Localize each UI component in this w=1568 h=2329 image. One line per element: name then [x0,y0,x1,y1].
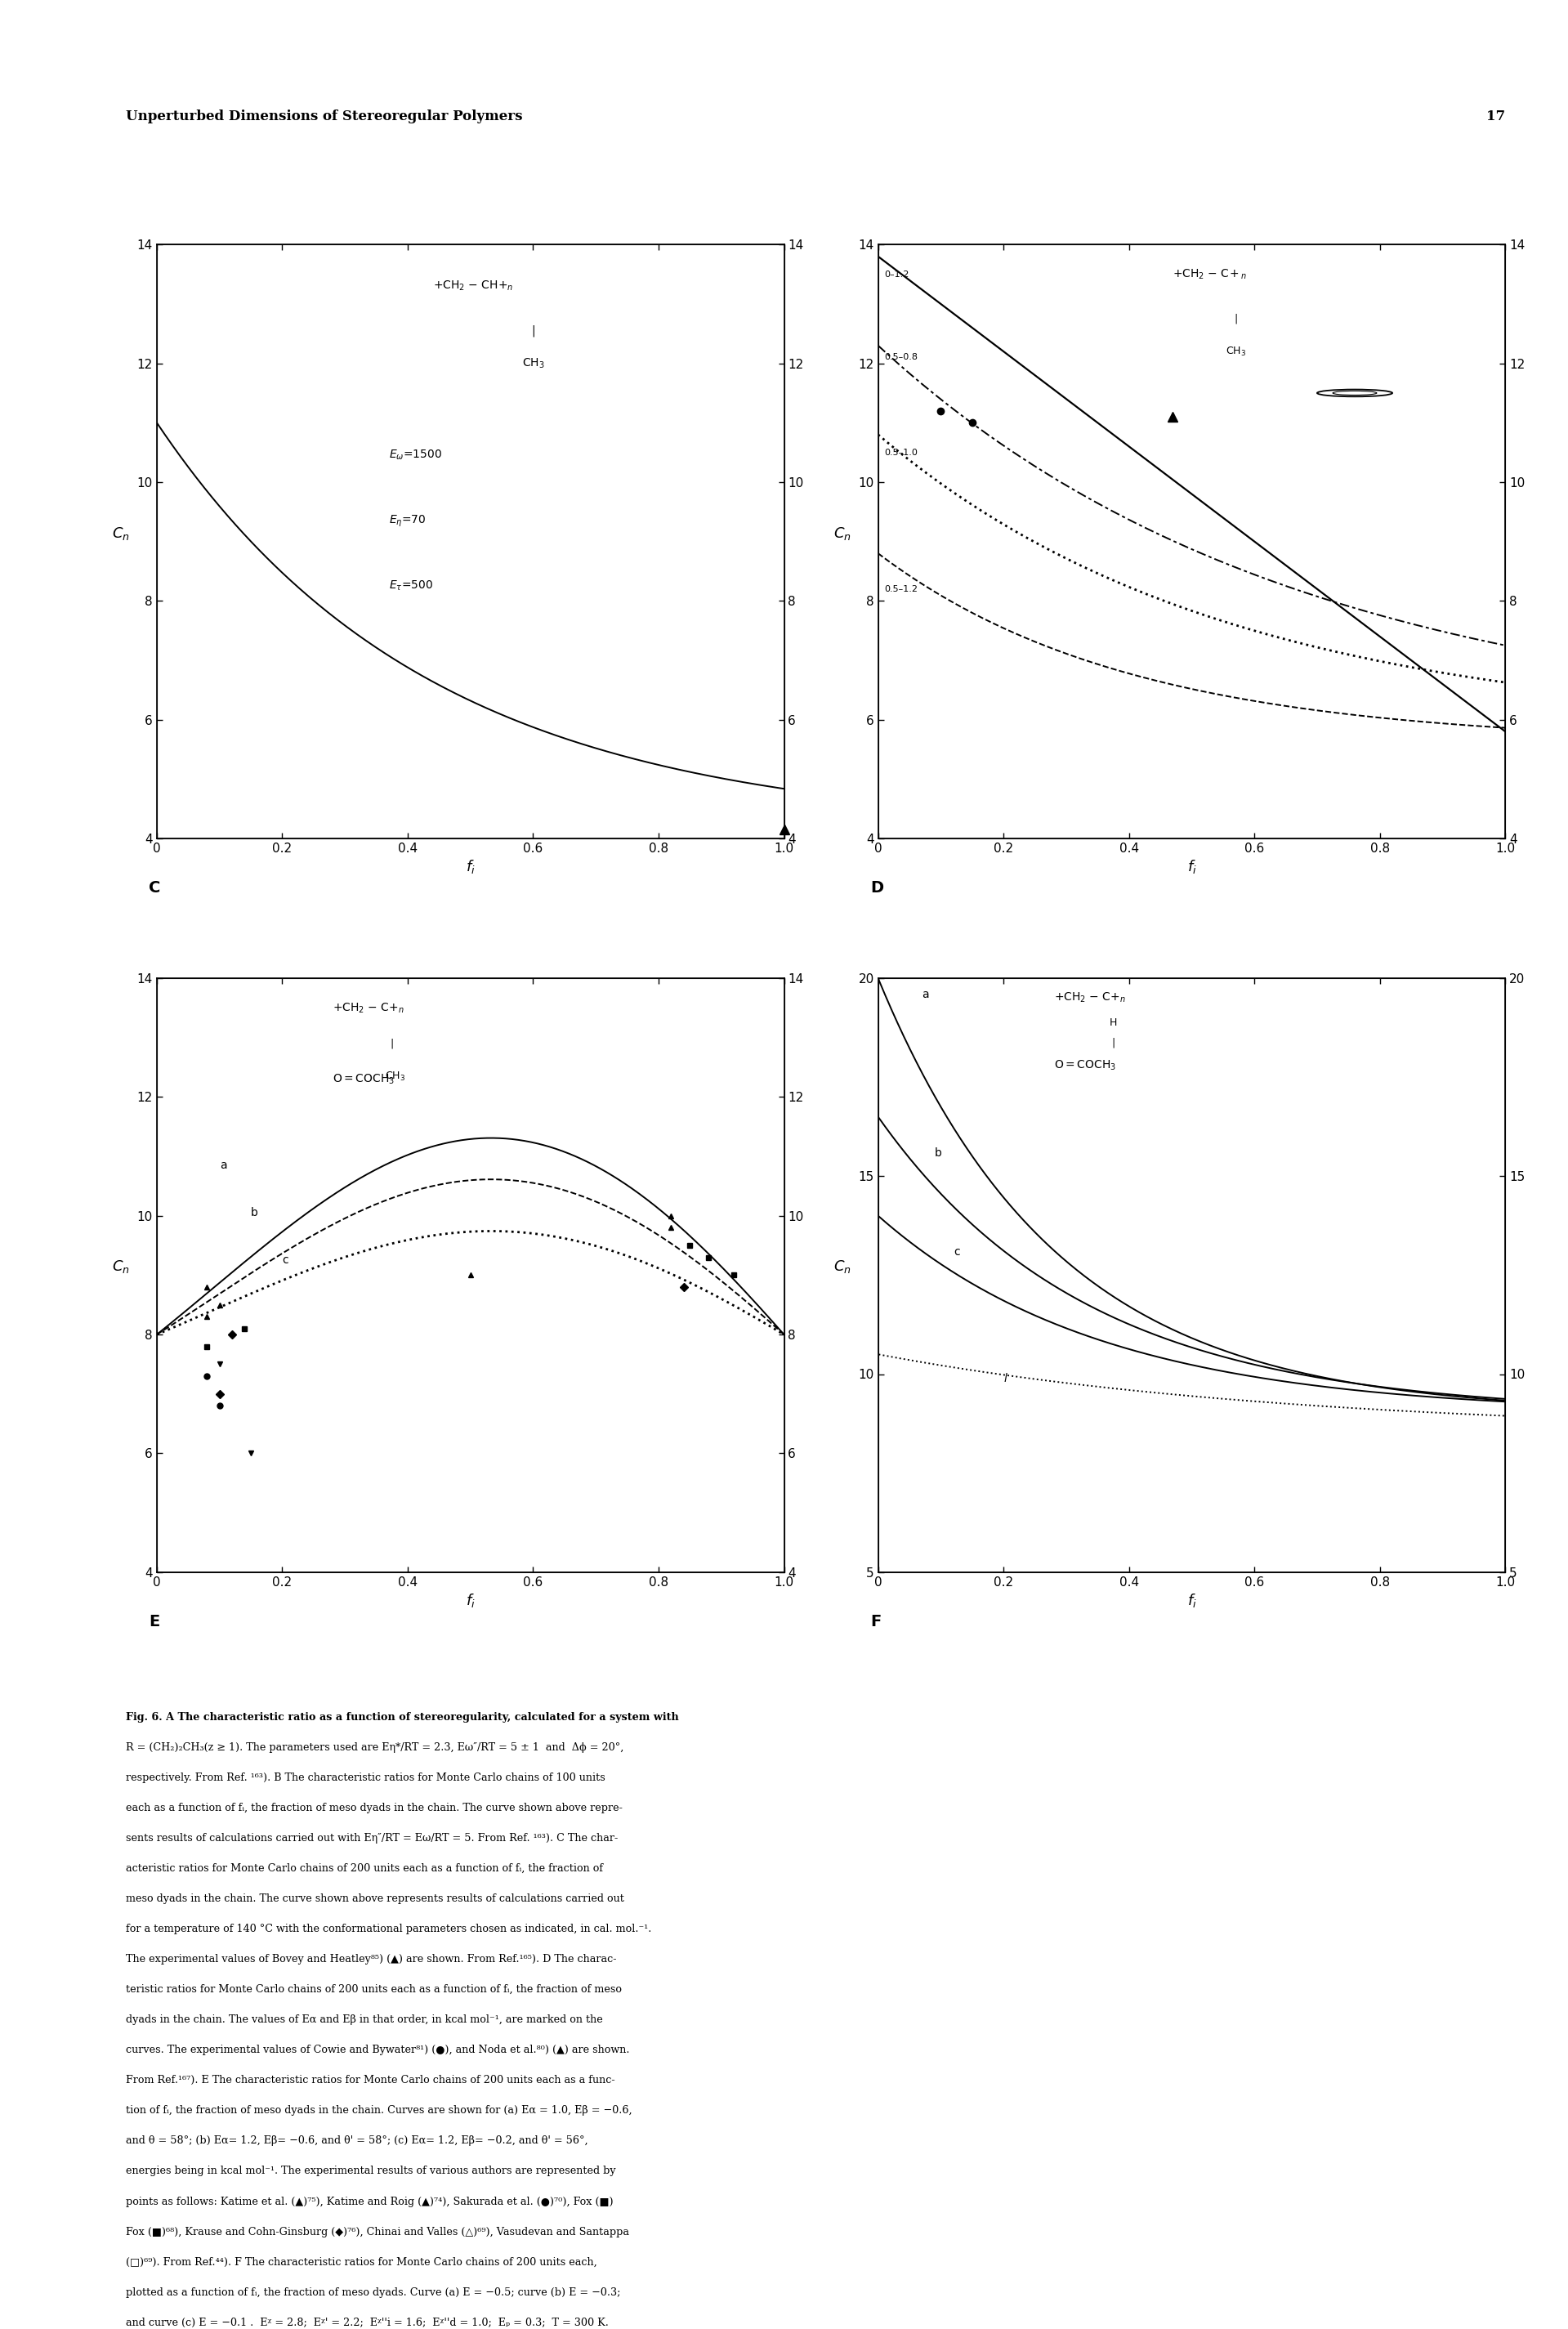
X-axis label: $f_i$: $f_i$ [1187,1591,1196,1609]
Text: Unperturbed Dimensions of Stereoregular Polymers: Unperturbed Dimensions of Stereoregular … [125,109,522,123]
Text: and θ = 58°; (b) Eα= 1.2, Eβ= −0.6, and θ' = 58°; (c) Eα= 1.2, Eβ= −0.2, and θ' : and θ = 58°; (b) Eα= 1.2, Eβ= −0.6, and … [125,2136,588,2147]
Text: O$=$COCH$_3$: O$=$COCH$_3$ [332,1071,395,1085]
Text: |: | [1112,1036,1115,1048]
Text: plotted as a function of fᵢ, the fraction of meso dyads. Curve (a) E = −0.5; cur: plotted as a function of fᵢ, the fractio… [125,2287,619,2299]
Text: c: c [953,1246,960,1258]
Text: The experimental values of Bovey and Heatley⁸⁵) (▲) are shown. From Ref.¹⁶⁵). D : The experimental values of Bovey and Hea… [125,1954,616,1966]
Text: F: F [870,1614,881,1630]
Text: b: b [251,1206,259,1218]
Text: a: a [220,1160,226,1171]
Text: (□)⁶⁹). From Ref.⁴⁴). F The characteristic ratios for Monte Carlo chains of 200 : (□)⁶⁹). From Ref.⁴⁴). F The characterist… [125,2257,597,2268]
Text: $l$: $l$ [1004,1372,1008,1383]
Text: 0.5–1.0: 0.5–1.0 [884,447,917,456]
Text: c: c [282,1255,289,1265]
Text: points as follows: Katime et al. (▲)⁷⁵), Katime and Roig (▲)⁷⁴), Sakurada et al.: points as follows: Katime et al. (▲)⁷⁵),… [125,2196,613,2208]
Text: and curve (c) E = −0.1 .  Eᵡ = 2.8;  Eᵡ' = 2.2;  Eᵡ''i = 1.6;  Eᵡ''d = 1.0;  Eₚ : and curve (c) E = −0.1 . Eᵡ = 2.8; Eᵡ' =… [125,2317,608,2329]
Text: 0.5–0.8: 0.5–0.8 [884,354,917,361]
Text: R = (CH₂)₂CH₃(z ≥ 1). The parameters used are Eη*/RT = 2.3, Eω″/RT = 5 ± 1  and : R = (CH₂)₂CH₃(z ≥ 1). The parameters use… [125,1742,624,1754]
X-axis label: $f_i$: $f_i$ [1187,857,1196,876]
Text: CH$_3$: CH$_3$ [522,356,544,370]
Text: |: | [532,324,535,338]
Text: meso dyads in the chain. The curve shown above represents results of calculation: meso dyads in the chain. The curve shown… [125,1893,624,1905]
Text: curves. The experimental values of Cowie and Bywater⁸¹) (●), and Noda et al.⁸⁰) : curves. The experimental values of Cowie… [125,2045,629,2057]
Text: $+$CH$_2$ $-$ CH$+_n$: $+$CH$_2$ $-$ CH$+_n$ [433,279,513,293]
Text: dyads in the chain. The values of Eα and Eβ in that order, in kcal mol⁻¹, are ma: dyads in the chain. The values of Eα and… [125,2015,602,2026]
Text: $+$CH$_2$ $-$ C$+_n$: $+$CH$_2$ $-$ C$+_n$ [1054,992,1126,1004]
Text: Fig. 6. A The characteristic ratio as a function of stereoregularity, calculated: Fig. 6. A The characteristic ratio as a … [125,1712,679,1723]
Text: From Ref.¹⁶⁷). E The characteristic ratios for Monte Carlo chains of 200 units e: From Ref.¹⁶⁷). E The characteristic rati… [125,2075,615,2087]
Y-axis label: $C_n$: $C_n$ [113,524,130,543]
Text: $+$CH$_2$ $-$ C$\!+_n$: $+$CH$_2$ $-$ C$\!+_n$ [1173,268,1247,282]
Text: $E_\tau$=500: $E_\tau$=500 [389,580,433,592]
Text: 0–1.2: 0–1.2 [884,270,909,279]
Text: teristic ratios for Monte Carlo chains of 200 units each as a function of fᵢ, th: teristic ratios for Monte Carlo chains o… [125,1984,621,1996]
Text: energies being in kcal mol⁻¹. The experimental results of various authors are re: energies being in kcal mol⁻¹. The experi… [125,2166,615,2178]
Text: $E_\omega$=1500: $E_\omega$=1500 [389,449,442,461]
Text: a: a [922,990,928,1001]
Text: tion of fᵢ, the fraction of meso dyads in the chain. Curves are shown for (a) Eα: tion of fᵢ, the fraction of meso dyads i… [125,2105,632,2117]
Text: respectively. From Ref. ¹⁶³). B The characteristic ratios for Monte Carlo chains: respectively. From Ref. ¹⁶³). B The char… [125,1772,605,1784]
Text: |: | [390,1039,394,1048]
Text: O$=$COCH$_3$: O$=$COCH$_3$ [1054,1060,1116,1071]
Text: acteristic ratios for Monte Carlo chains of 200 units each as a function of fᵢ, : acteristic ratios for Monte Carlo chains… [125,1863,602,1875]
Y-axis label: $C_n$: $C_n$ [834,524,851,543]
Text: $+$CH$_2$ $-$ C$+_n$: $+$CH$_2$ $-$ C$+_n$ [332,1001,405,1015]
Text: for a temperature of 140 °C with the conformational parameters chosen as indicat: for a temperature of 140 °C with the con… [125,1924,651,1935]
Text: H: H [1110,1018,1116,1027]
Y-axis label: $C_n$: $C_n$ [113,1258,130,1274]
X-axis label: $f_i$: $f_i$ [466,1591,475,1609]
Y-axis label: $C_n$: $C_n$ [834,1258,851,1274]
Text: C: C [149,880,160,897]
Text: each as a function of fᵢ, the fraction of meso dyads in the chain. The curve sho: each as a function of fᵢ, the fraction o… [125,1803,622,1814]
Text: 17: 17 [1486,109,1505,123]
Text: Fox (■)⁶⁸), Krause and Cohn-Ginsburg (◆)⁷⁶), Chinai and Valles (△)⁶⁹), Vasudevan: Fox (■)⁶⁸), Krause and Cohn-Ginsburg (◆)… [125,2227,629,2238]
Text: |: | [1234,314,1237,324]
Text: b: b [935,1148,942,1160]
Text: D: D [870,880,883,897]
Text: E: E [149,1614,160,1630]
Text: 0.5–1.2: 0.5–1.2 [884,585,917,594]
X-axis label: $f_i$: $f_i$ [466,857,475,876]
Text: sents results of calculations carried out with Eη″/RT = Eω/RT = 5. From Ref. ¹⁶³: sents results of calculations carried ou… [125,1833,618,1845]
Text: $E_\eta$=70: $E_\eta$=70 [389,515,426,529]
Text: CH$_3$: CH$_3$ [384,1069,406,1083]
Text: CH$_3$: CH$_3$ [1225,345,1247,359]
